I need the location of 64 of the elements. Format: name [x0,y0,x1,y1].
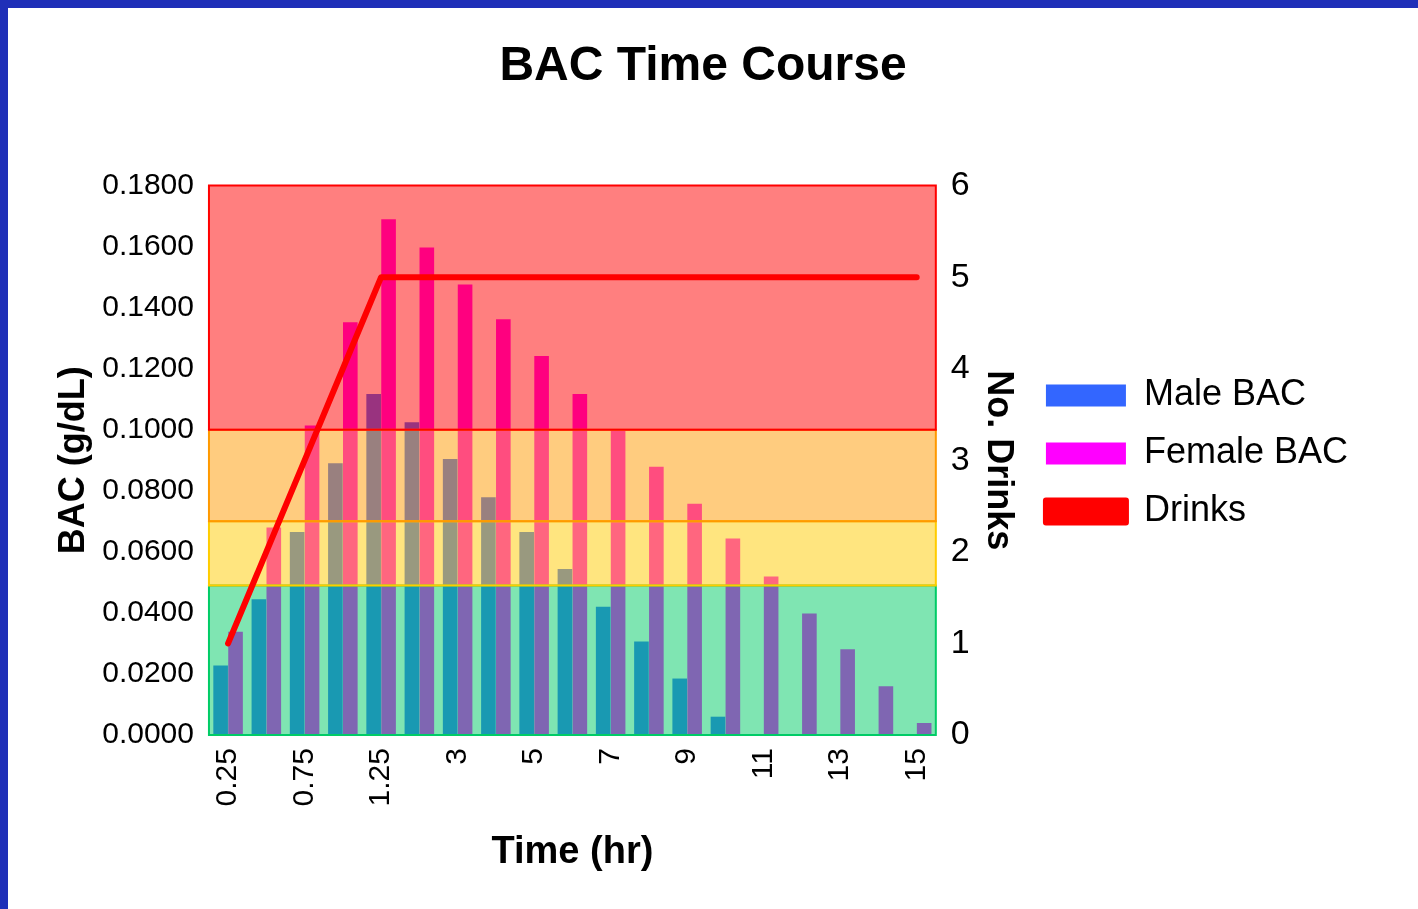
y2-tick-label: 4 [950,347,970,386]
legend-label: Female BAC [1143,430,1349,472]
x-tick-label: 15 [897,748,931,782]
x-tick-label: 1.25 [362,748,396,807]
y-tick-label: 0.1200 [102,350,194,383]
x-tick-label: 13 [821,748,855,782]
x-tick-label: 0.75 [285,748,319,807]
bar [366,394,381,736]
bar [442,459,458,736]
x-tick-label: 11 [744,748,778,780]
bar [213,665,228,736]
y-tick-label: 0.0200 [102,655,194,689]
bar [251,599,267,736]
bar [572,394,588,736]
bar [649,466,664,736]
chart-title: BAC Time Course [499,37,907,91]
legend-label: Male BAC [1143,372,1306,414]
x-tick-label: 0.25 [209,748,243,807]
x-tick-label: 5 [515,748,549,765]
bar [289,532,305,736]
bar [228,631,243,736]
bar [634,641,649,736]
bar [534,355,549,736]
y2-tick-label: 3 [950,438,970,477]
y2-tick-label: 5 [950,255,970,294]
bar [687,503,702,736]
bar [481,497,496,736]
bar [419,247,435,736]
bar [343,322,358,736]
bar [763,576,779,736]
x-tick-label: 9 [668,748,702,765]
bar [519,532,534,736]
y2-axis-title: No. Drinks [980,370,1022,551]
y-tick-label: 0.0600 [102,533,194,567]
y2-tick-label: 1 [950,621,970,660]
bar [802,613,817,736]
bar [457,284,473,736]
bar [840,649,855,736]
bar [672,678,688,736]
y-axis-title: BAC (g/dL) [50,366,92,555]
y-tick-label: 0.0400 [102,594,194,628]
bar [328,463,343,736]
x-tick-label: 3 [438,748,472,765]
bar [725,538,741,736]
bar [557,568,573,736]
x-tick-label: 7 [591,748,625,765]
y2-tick-label: 0 [950,713,970,752]
bar [595,606,611,736]
y-tick-label: 0.0800 [102,472,194,506]
y2-tick-label: 2 [950,530,970,569]
x-axis-title: Time (hr) [491,828,654,871]
y-tick-label: 0.1400 [102,288,194,322]
bar [404,422,420,736]
y-tick-label: 0.1000 [102,411,194,445]
bar [266,527,282,736]
bar [381,219,396,736]
y-tick-label: 0.1600 [102,227,194,261]
bar [610,431,626,736]
y-tick-label: 0.1800 [102,166,194,200]
y2-tick-label: 6 [950,163,970,202]
bar [878,686,894,736]
bar [496,319,511,736]
legend-label: Drinks [1143,488,1246,530]
y-tick-label: 0.0000 [102,716,194,750]
